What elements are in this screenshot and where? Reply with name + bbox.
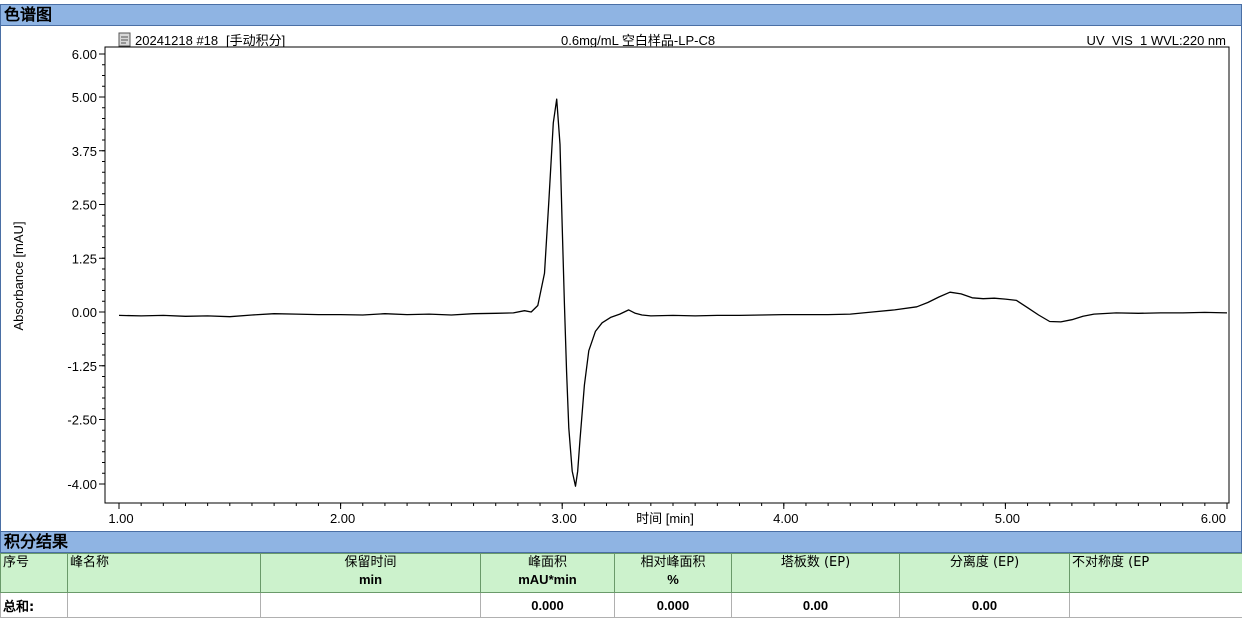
chart-section-header: 色谱图 [0,4,1242,26]
integration-mode-label: [手动积分] [226,33,285,48]
y-axis-label: Absorbance [mAU] [11,221,26,330]
series-layer [119,99,1227,486]
plot-area [105,47,1229,503]
x-tick-label: 5.00 [995,511,1020,526]
table-cell: 0.000 [615,593,732,618]
y-axis: 6.00 5.00 3.75 2.50 1.25 0.00 -1.25 -2.50 -4.00 [67,47,105,492]
results-section-header: 积分结果 [0,531,1242,553]
y-tick-label: -2.50 [67,413,97,428]
x-tick-label: 3.00 [552,511,577,526]
y-tick-label: -4.00 [67,477,97,492]
chart-section-title: 色谱图 [4,5,52,24]
sample-label: 0.6mg/mL 空白样品-LP-C8 [561,33,715,48]
table-cell: 0.00 [732,593,900,618]
y-tick-label: 6.00 [72,47,97,62]
y-tick-label: 0.00 [72,305,97,320]
report-icon [119,33,130,46]
detector-label: UV_VIS_1 WVL:220 nm [1087,33,1226,48]
col-header-peak-name[interactable]: 峰名称 [68,554,261,593]
x-axis-label: 时间 [min] [636,511,694,526]
x-tick-label: 1.00 [108,511,133,526]
y-tick-label: 3.75 [72,144,97,159]
chromatogram-trace [119,99,1227,486]
chromatogram-chart: 20241218 #18 [手动积分] 0.6mg/mL 空白样品-LP-C8 … [1,26,1241,531]
y-tick-label: -1.25 [67,359,97,374]
col-header-index[interactable]: 序号 [1,554,68,593]
col-header-plates[interactable]: 塔板数 (EP) [732,554,900,593]
col-header-relative-area[interactable]: 相对峰面积% [615,554,732,593]
chromatogram-panel: 20241218 #18 [手动积分] 0.6mg/mL 空白样品-LP-C8 … [0,26,1242,531]
x-tick-label: 4.00 [773,511,798,526]
x-tick-label: 2.00 [330,511,355,526]
table-cell [261,593,481,618]
y-tick-label: 2.50 [72,198,97,213]
run-id-label: 20241218 #18 [135,33,218,48]
table-cell [1070,593,1242,618]
table-cell: 总和: [1,593,68,618]
col-header-resolution[interactable]: 分离度 (EP) [900,554,1070,593]
x-tick-label: 6.00 [1201,511,1226,526]
table-cell: 0.00 [900,593,1070,618]
y-tick-label: 5.00 [72,90,97,105]
results-section-title: 积分结果 [4,532,68,551]
y-tick-label: 1.25 [72,251,97,266]
col-header-asymmetry[interactable]: 不对称度 (EP [1070,554,1242,593]
table-total-row: 总和: 0.000 0.000 0.00 0.00 [1,593,1242,618]
table-cell: 0.000 [481,593,615,618]
table-cell [68,593,261,618]
